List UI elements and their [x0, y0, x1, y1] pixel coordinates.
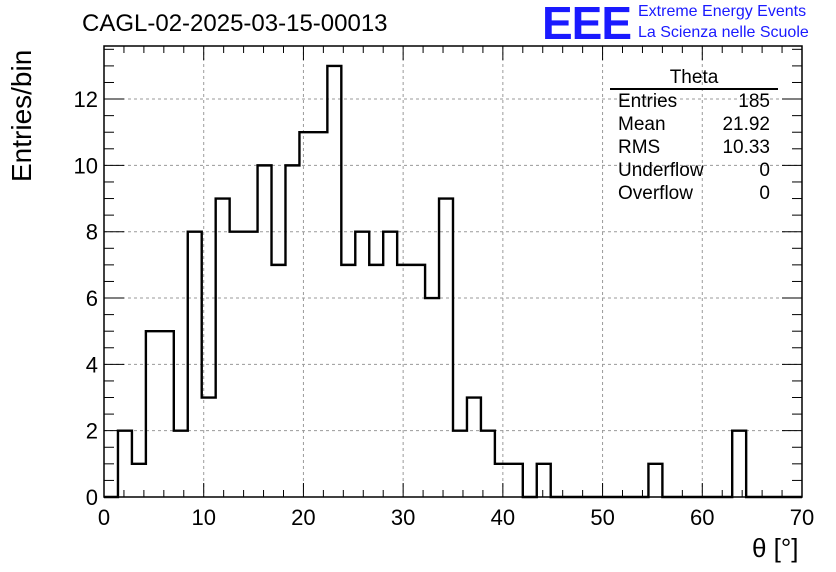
histogram-bin: [453, 431, 467, 497]
y-tick-label: 10: [74, 153, 98, 178]
histogram-bin: [160, 331, 174, 497]
stats-label: RMS: [618, 137, 661, 158]
plot-frame: [103, 45, 803, 498]
histogram-bin: [425, 298, 439, 497]
y-tick-label: 2: [86, 419, 98, 444]
histogram-bin: [258, 165, 272, 497]
y-tick-label: 4: [86, 352, 98, 377]
x-tick-label: 10: [191, 505, 215, 530]
histogram-bin: [732, 431, 746, 497]
x-tick-label: 70: [790, 505, 814, 530]
histogram-bin: [272, 265, 286, 497]
logo-subtitle-1: Extreme Energy Events: [638, 3, 807, 20]
stats-box: Theta Entries 185 Mean 21.92 RMS 10.33 Unde…: [610, 68, 778, 205]
stats-row: Entries 185: [610, 90, 778, 113]
histogram-bin: [216, 199, 230, 497]
histogram-bin: [648, 464, 662, 497]
stats-row: Underflow 0: [610, 159, 778, 182]
histogram-bin: [481, 431, 495, 497]
histogram-bin: [439, 199, 453, 497]
histogram-bin: [467, 398, 481, 497]
y-tick-label: 0: [86, 485, 98, 510]
stats-row: Mean 21.92: [610, 113, 778, 136]
y-tick-label: 8: [86, 220, 98, 245]
eee-logo: EEE: [542, 0, 632, 49]
x-axis-label: θ [°]: [752, 533, 799, 563]
x-tick-label: 50: [590, 505, 614, 530]
histogram-bin: [411, 265, 425, 497]
stats-label: Underflow: [618, 160, 704, 181]
histogram-bin: [146, 331, 160, 497]
y-tick-label: 12: [74, 87, 98, 112]
histogram-bin: [299, 132, 313, 497]
x-tick-label: 20: [291, 505, 315, 530]
stats-value: 10.33: [722, 137, 770, 158]
stats-value: 185: [738, 91, 770, 112]
stats-row: RMS 10.33: [610, 136, 778, 159]
histogram-bin: [174, 431, 188, 497]
histogram-bin: [537, 464, 551, 497]
y-tick-label: 6: [86, 286, 98, 311]
histogram-bin: [369, 265, 383, 497]
x-tick-label: 40: [491, 505, 515, 530]
stats-row: Overflow 0: [610, 182, 778, 205]
histogram-outline: [104, 64, 802, 499]
x-tick-label: 0: [98, 505, 110, 530]
logo-subtitle-2: La Scienza nelle Scuole: [638, 24, 809, 41]
stats-value: 0: [759, 160, 770, 181]
histogram-bin: [383, 232, 397, 497]
stats-label: Entries: [618, 91, 678, 112]
histogram-bin: [509, 464, 523, 497]
stats-value: 0: [759, 183, 770, 204]
histogram-bin: [285, 165, 299, 497]
histogram-bin: [397, 265, 411, 497]
stats-value: 21.92: [722, 114, 770, 135]
stats-label: Mean: [618, 114, 666, 135]
stats-label: Overflow: [618, 183, 693, 204]
chart-title: CAGL-02-2025-03-15-00013: [82, 10, 388, 37]
histogram-bin: [341, 265, 355, 497]
y-axis-label: Entries/bin: [6, 49, 37, 182]
histogram-bin: [313, 132, 327, 497]
x-tick-label: 60: [690, 505, 714, 530]
histogram-bin: [327, 66, 341, 497]
x-tick-label: 30: [391, 505, 415, 530]
stats-title: Theta: [610, 68, 778, 90]
histogram-bin: [118, 431, 132, 497]
histogram-bin: [495, 464, 509, 497]
